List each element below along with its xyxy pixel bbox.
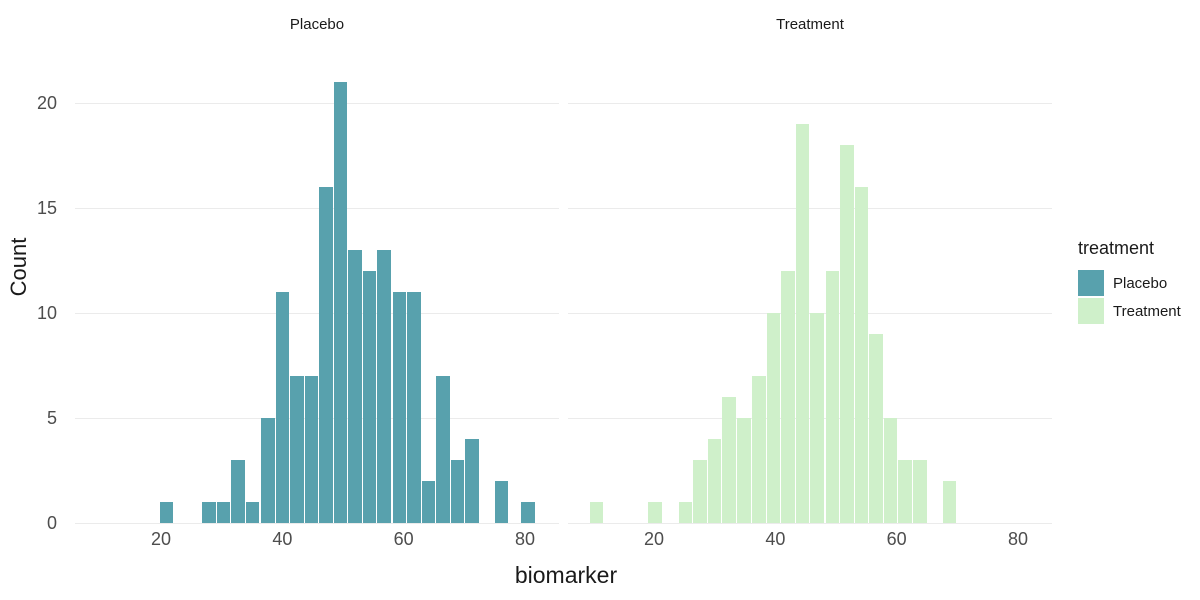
- histogram-bar: [707, 439, 722, 523]
- facet-strip-placebo: Placebo: [289, 16, 345, 33]
- histogram-bar: [942, 481, 957, 523]
- x-tick-label: 20: [150, 529, 172, 549]
- histogram-bar: [810, 313, 824, 523]
- x-tick-label: 60: [393, 529, 414, 549]
- histogram-bar: [678, 502, 693, 523]
- histogram-bar: [589, 502, 604, 523]
- histogram-bar: [693, 460, 707, 523]
- histogram-bar: [304, 376, 319, 523]
- histogram-bar: [781, 271, 795, 523]
- legend-label-treatment: Treatment: [1113, 302, 1181, 320]
- histogram-bar: [392, 292, 407, 523]
- histogram-bar: [883, 418, 898, 523]
- y-tick-label: 15: [36, 198, 57, 218]
- x-tick-label: 20: [643, 529, 665, 549]
- legend-label-placebo: Placebo: [1113, 274, 1168, 292]
- histogram-bar: [202, 502, 216, 523]
- gridline-y-15: [75, 208, 559, 209]
- legend-entry-placebo: Placebo: [1078, 270, 1181, 296]
- x-tick-label: 80: [1007, 529, 1029, 549]
- histogram-bar: [377, 250, 392, 523]
- histogram-bar: [216, 502, 231, 523]
- x-tick-label: 60: [886, 529, 907, 549]
- gridline-y-0: [568, 523, 1052, 524]
- histogram-bar: [348, 250, 362, 523]
- x-tick-label: 40: [272, 529, 293, 549]
- histogram-bar: [521, 502, 535, 523]
- histogram-bar: [450, 460, 465, 523]
- histogram-bar: [869, 334, 883, 523]
- legend-title: treatment: [1078, 238, 1155, 258]
- histogram-bar: [648, 502, 662, 523]
- facet-panel-treatment: [568, 60, 1052, 545]
- y-tick-label: 0: [46, 513, 57, 533]
- y-tick-label: 5: [46, 408, 57, 428]
- facet-panel-placebo: [75, 60, 559, 545]
- gridline-y-15: [568, 208, 1052, 209]
- histogram-bar: [275, 292, 290, 523]
- histogram-bar: [290, 376, 304, 523]
- histogram-bar: [260, 418, 275, 523]
- histogram-bar: [436, 376, 450, 523]
- gridline-y-0: [75, 523, 559, 524]
- histogram-bar: [159, 502, 174, 523]
- legend: treatment Placebo Treatment: [1078, 238, 1181, 326]
- histogram-bar: [465, 439, 480, 523]
- histogram-bar: [736, 418, 751, 523]
- x-tick-label: 80: [514, 529, 536, 549]
- histogram-bar: [854, 187, 869, 523]
- facet-strip-treatment: Treatment: [776, 16, 844, 33]
- histogram-bar: [825, 271, 840, 523]
- legend-swatch-placebo: [1078, 270, 1104, 296]
- y-axis-title: Count: [6, 237, 31, 297]
- x-axis-title: biomarker: [514, 562, 618, 588]
- gridline-y-10: [75, 313, 559, 314]
- histogram-bar: [722, 397, 737, 523]
- histogram-bar: [840, 145, 854, 523]
- histogram-bar: [752, 376, 766, 523]
- histogram-bar: [319, 187, 333, 523]
- y-tick-label: 20: [36, 93, 57, 113]
- histogram-bar: [421, 481, 436, 523]
- histogram-bar: [494, 481, 509, 523]
- x-tick-label: 40: [765, 529, 786, 549]
- histogram-bar: [362, 271, 377, 523]
- histogram-bar: [333, 82, 348, 523]
- histogram-bar: [245, 502, 260, 523]
- legend-entry-treatment: Treatment: [1078, 298, 1181, 324]
- legend-swatch-treatment: [1078, 298, 1104, 324]
- histogram-bar: [766, 313, 781, 523]
- histogram-bar: [231, 460, 245, 523]
- histogram-bar: [407, 292, 421, 523]
- y-tick-label: 10: [36, 303, 57, 323]
- histogram-bar: [898, 460, 912, 523]
- gridline-y-5: [568, 418, 1052, 419]
- gridline-y-10: [568, 313, 1052, 314]
- gridline-y-20: [75, 103, 559, 104]
- histogram-bar: [795, 124, 810, 523]
- gridline-y-20: [568, 103, 1052, 104]
- histogram-bar: [912, 460, 927, 523]
